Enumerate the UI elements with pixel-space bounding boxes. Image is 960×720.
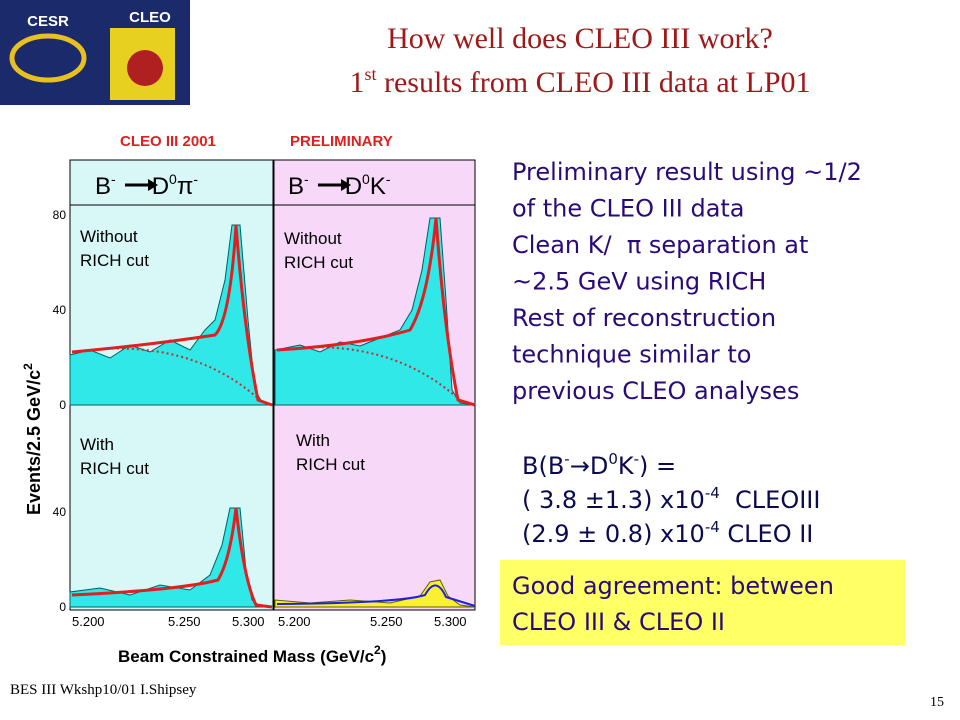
x-tick-label: 5.300 xyxy=(232,614,265,629)
t: B xyxy=(288,173,304,200)
histogram xyxy=(274,217,476,406)
y-tick-label: 40 xyxy=(53,505,67,519)
t: 0 xyxy=(362,171,370,187)
t: 2 xyxy=(21,363,35,370)
x-tick-label: 5.300 xyxy=(434,614,467,629)
bullet-line: technique similar to xyxy=(512,341,751,369)
t: D xyxy=(152,173,169,200)
t: - xyxy=(634,450,639,468)
footer: BES III Wkshp10/01 I.Shipsey xyxy=(10,682,197,698)
conclusion-box xyxy=(500,560,905,645)
t: 0 xyxy=(608,450,618,468)
t: K xyxy=(618,452,635,480)
t: Beam Constrained Mass (GeV/c xyxy=(118,647,374,666)
figure-label: PRELIMINARY xyxy=(290,133,393,150)
fit-curve xyxy=(276,584,476,607)
t: → xyxy=(570,452,590,480)
fit-curve xyxy=(276,217,476,407)
x-tick-label: 5.200 xyxy=(278,614,311,629)
logo-core xyxy=(127,50,163,86)
x-axis-label: Beam Constrained Mass (GeV/c2) xyxy=(118,643,386,666)
logo-text: CLEO xyxy=(129,9,171,26)
note: Without xyxy=(80,227,138,246)
y-tick-label: 80 xyxy=(53,208,67,222)
title-sup: st xyxy=(364,64,376,84)
figure: CLEO III 2001 PRELIMINARY B- D0π- B- D0K- … xyxy=(21,133,476,666)
y-axis-label: Events/2.5 GeV/c2 xyxy=(21,363,44,515)
note: RICH cut xyxy=(80,459,149,478)
t: B xyxy=(95,173,111,200)
bullet-line: previous CLEO analyses xyxy=(512,377,799,405)
formula: B(B-→D0K-) = xyxy=(522,450,676,480)
logo-ring xyxy=(9,33,87,83)
t: - xyxy=(386,171,391,187)
conclusion: Good agreement: between xyxy=(512,572,834,600)
logo-text: CESR xyxy=(27,13,69,30)
bullet-line: ~2.5 GeV using RICH xyxy=(512,268,766,296)
arrow-head xyxy=(148,179,158,191)
title: How well does CLEO III work? xyxy=(387,22,773,55)
background-curve xyxy=(276,346,463,403)
t: Events/2.5 GeV/c xyxy=(24,370,44,515)
panel-header: B- D0π- xyxy=(95,171,198,200)
t: - xyxy=(564,450,569,468)
bullet-line: of the CLEO III data xyxy=(512,195,745,223)
y-tick-label: 40 xyxy=(53,303,67,317)
t: π xyxy=(177,173,194,200)
x-tick-label: 5.250 xyxy=(168,614,201,629)
t: - xyxy=(111,171,116,187)
t: - xyxy=(304,171,309,187)
title-part: 1 xyxy=(349,66,364,99)
title-part: results from CLEO III data at LP01 xyxy=(376,66,810,99)
t: ) = xyxy=(639,452,676,480)
fit-curve xyxy=(71,224,273,407)
t: 0 xyxy=(169,171,177,187)
note: Without xyxy=(284,229,342,248)
t: B(B xyxy=(522,452,564,480)
note: With xyxy=(296,431,330,450)
bullet-list: Preliminary result using ~1/2 of the CLEO… xyxy=(512,158,862,405)
arrow-head xyxy=(341,179,351,191)
note: RICH cut xyxy=(284,253,353,272)
bullet-line: Preliminary result using ~1/2 xyxy=(512,158,862,186)
fit-curve xyxy=(71,507,273,609)
x-tick-label: 5.250 xyxy=(370,614,403,629)
t: D xyxy=(590,452,608,480)
bullet-line: Rest of reconstruction xyxy=(512,304,776,332)
t: (2.9 ± 0.8) x10 xyxy=(522,520,705,548)
y-tick-label: 0 xyxy=(59,398,66,412)
page-number: 15 xyxy=(930,695,944,710)
t: - xyxy=(193,171,198,187)
t: -4 xyxy=(705,518,720,536)
note: RICH cut xyxy=(80,251,149,270)
histogram xyxy=(274,579,476,608)
conclusion: CLEO III & CLEO II xyxy=(512,608,725,636)
panel-header: B- D0K- xyxy=(288,171,391,200)
formula: ( 3.8 ±1.3) x10-4 CLEOIII xyxy=(522,484,820,514)
t: 2 xyxy=(374,643,381,657)
t: ( 3.8 ±1.3) x10 xyxy=(522,486,705,514)
note: With xyxy=(80,435,114,454)
title: 1st results from CLEO III data at LP01 xyxy=(349,64,810,99)
t: ) xyxy=(381,647,387,666)
t: D xyxy=(345,173,362,200)
t: CLEOIII xyxy=(720,486,821,514)
t: -4 xyxy=(705,484,720,502)
y-tick-label: 0 xyxy=(59,600,66,614)
formula: (2.9 ± 0.8) x10-4 CLEO II xyxy=(522,518,813,548)
figure-label: CLEO III 2001 xyxy=(120,133,216,150)
x-tick-label: 5.200 xyxy=(72,614,105,629)
t: CLEO II xyxy=(720,520,814,548)
bullet-line: Clean K/ π separation at xyxy=(512,231,808,259)
t: K xyxy=(370,173,386,200)
note: RICH cut xyxy=(296,455,365,474)
